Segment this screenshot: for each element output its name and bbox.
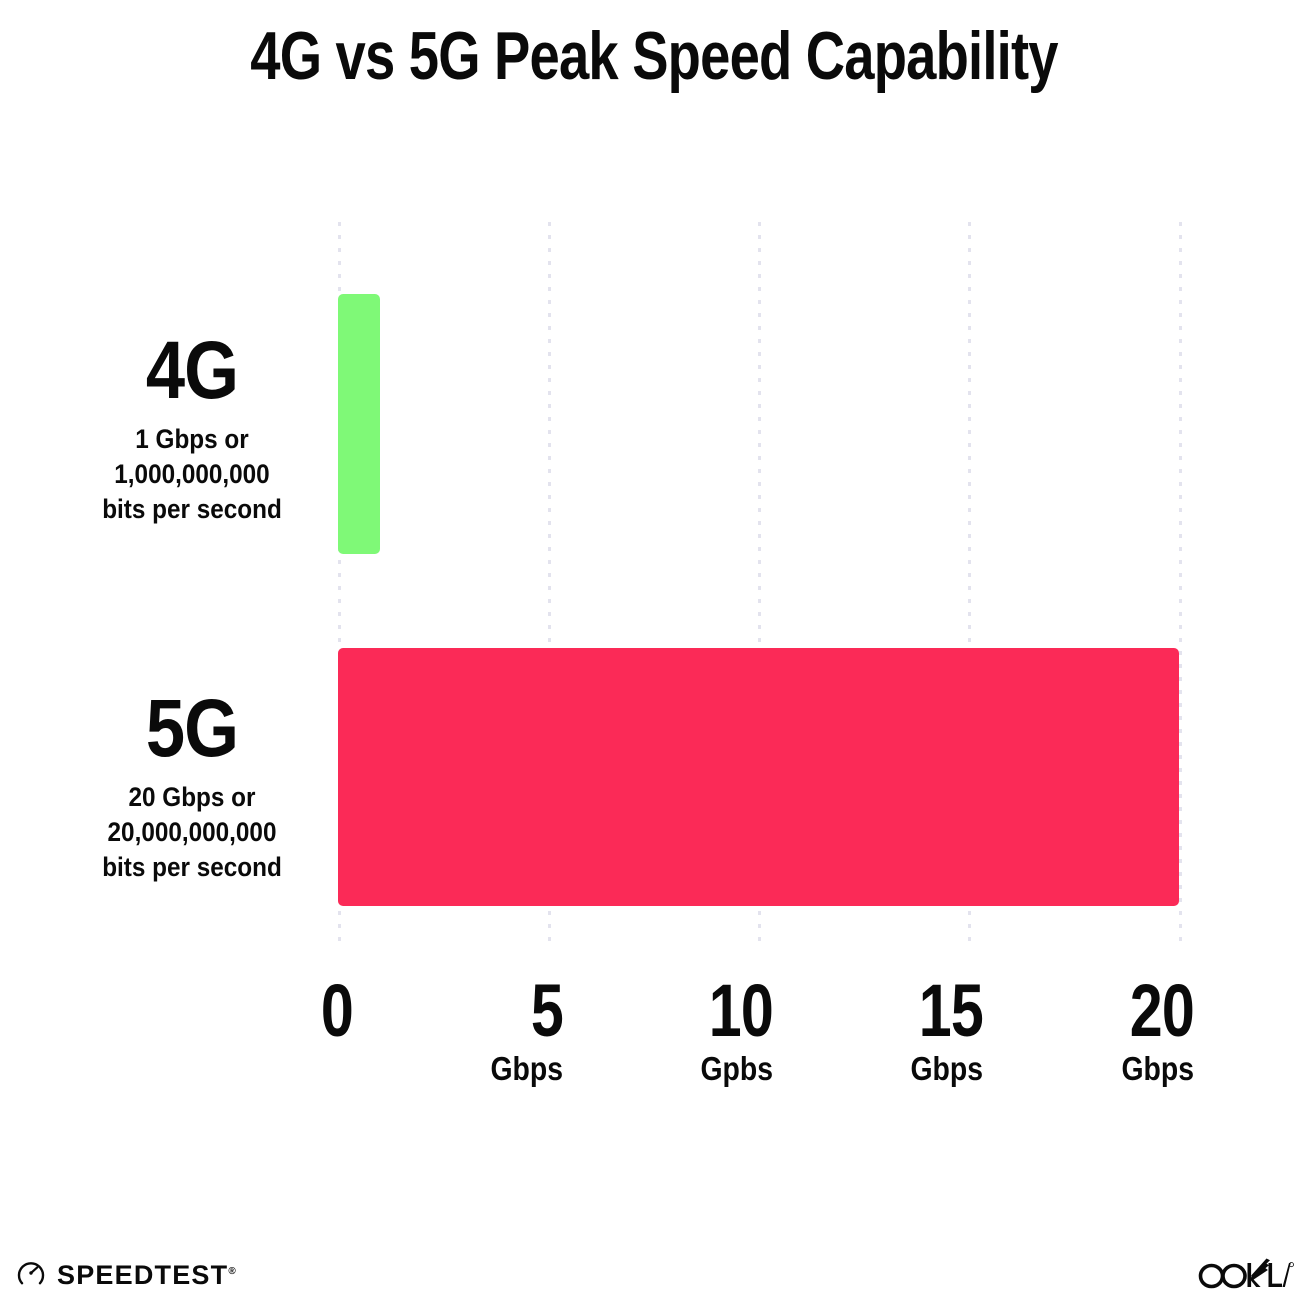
row-label-5g-line-3: bits per second: [102, 852, 282, 882]
x-tick-0: 0: [158, 969, 354, 1052]
row-label-5g: 5G 20 Gbps or 20,000,000,000 bits per se…: [58, 688, 326, 885]
x-tick-5-unit: Gbps: [490, 1050, 563, 1087]
x-tick-10: 10 Gpbs: [578, 969, 774, 1087]
speedtest-wordmark: SPEEDTEST®: [57, 1260, 237, 1291]
row-label-4g-generation: 4G: [145, 325, 239, 416]
row-label-4g-description: 1 Gbps or 1,000,000,000 bits per second: [71, 422, 312, 527]
row-label-4g-line-1: 1 Gbps or: [135, 424, 249, 454]
x-tick-20: 20 Gbps: [999, 969, 1195, 1087]
row-label-5g-line-1: 20 Gbps or: [128, 782, 256, 812]
gridline-10: [758, 222, 761, 944]
x-tick-5-value: 5: [530, 969, 564, 1052]
x-tick-0-value: 0: [320, 969, 354, 1052]
row-label-4g-line-2: 1,000,000,000: [114, 459, 270, 489]
x-tick-20-value: 20: [1129, 969, 1195, 1052]
row-label-4g-line-3: bits per second: [102, 494, 282, 524]
bar-5g[interactable]: [338, 648, 1179, 906]
page-title: 4G vs 5G Peak Speed Capability: [250, 18, 1058, 94]
row-label-4g: 4G 1 Gbps or 1,000,000,000 bits per seco…: [58, 330, 326, 527]
x-tick-20-unit: Gbps: [1121, 1050, 1194, 1087]
gridline-15: [968, 222, 971, 944]
registered-trademark-icon: ®: [228, 1266, 237, 1277]
row-label-5g-line-2: 20,000,000,000: [107, 817, 277, 847]
bar-4g[interactable]: [338, 294, 381, 554]
x-tick-15-unit: Gbps: [910, 1050, 983, 1087]
gridline-20: [1179, 222, 1182, 944]
x-tick-10-value: 10: [708, 969, 774, 1052]
speedometer-gauge-icon: [16, 1258, 46, 1293]
speedtest-wordmark-text: SPEEDTEST: [57, 1260, 229, 1290]
gridline-0: [338, 222, 341, 944]
ookla-logo: [1198, 1254, 1294, 1294]
x-tick-5: 5 Gbps: [368, 969, 564, 1087]
row-label-5g-generation: 5G: [145, 683, 239, 774]
x-tick-10-unit: Gpbs: [700, 1050, 773, 1087]
gridline-5: [548, 222, 551, 944]
x-tick-15: 15 Gbps: [788, 969, 984, 1087]
speedtest-logo: SPEEDTEST®: [16, 1258, 237, 1293]
x-tick-15-value: 15: [918, 969, 984, 1052]
row-label-5g-description: 20 Gbps or 20,000,000,000 bits per secon…: [71, 780, 312, 885]
